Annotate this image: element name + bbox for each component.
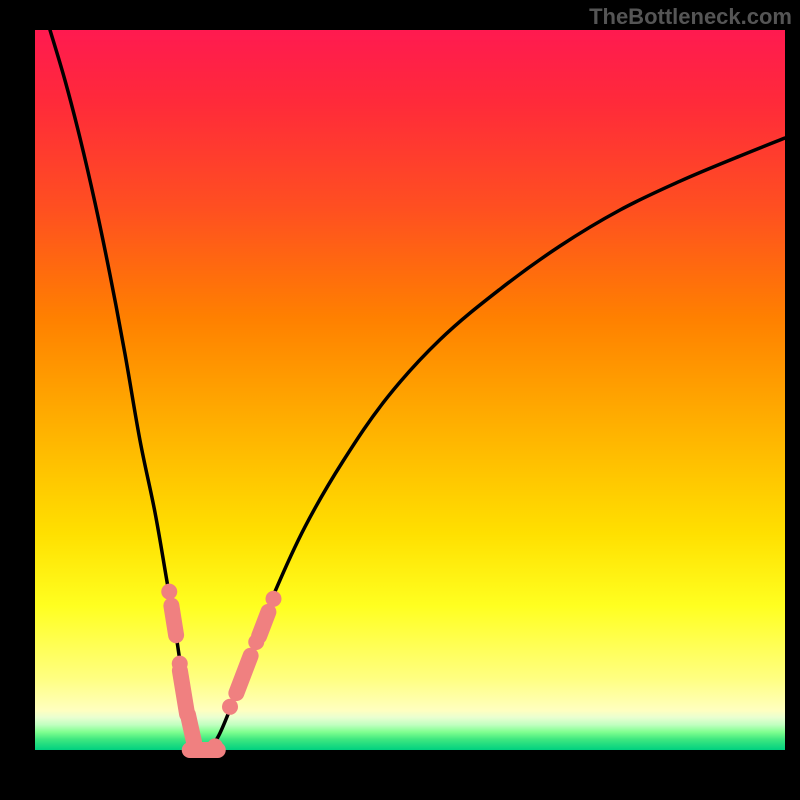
marker-pill [171,606,176,636]
marker-dot [266,591,282,607]
marker-pill [259,612,268,636]
marker-dot [207,738,223,754]
bottleneck-chart [0,0,800,800]
plot-background [35,30,785,750]
marker-pill [188,715,194,742]
chart-container: TheBottleneck.com [0,0,800,800]
attribution-text: TheBottleneck.com [589,4,792,30]
marker-dot [161,584,177,600]
marker-dot [222,699,238,715]
